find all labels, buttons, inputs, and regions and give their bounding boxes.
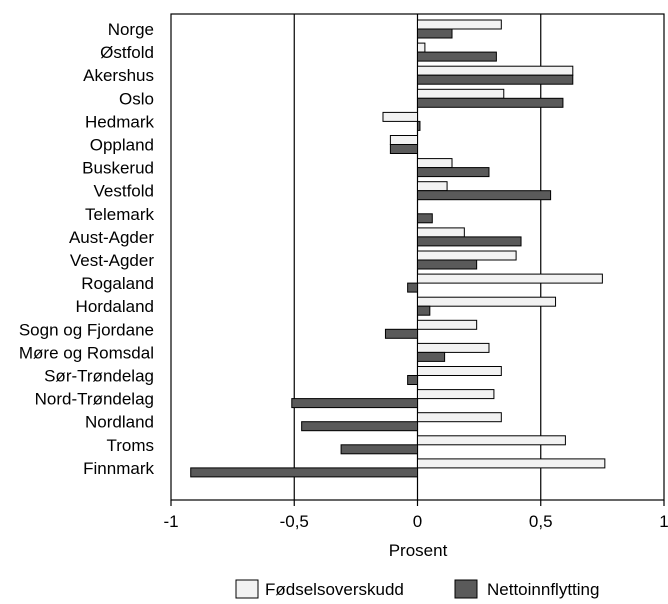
category-label-nord-trondelag: Nord-Trøndelag (35, 390, 154, 409)
bar-ostfold-nettoinnflytting (417, 51, 497, 62)
bar-finnmark-fodselsoverskudd (417, 458, 606, 469)
category-label-more-og-romsdal: Møre og Romsdal (19, 343, 154, 362)
bar-buskerud-nettoinnflytting (417, 167, 490, 178)
bar-vestfold-fodselsoverskudd (417, 181, 448, 192)
bar-sor-trondelag-nettoinnflytting (407, 375, 419, 385)
bar-sogn-og-fjordane-fodselsoverskudd (417, 319, 478, 330)
x-tick-label: 0 (413, 512, 422, 531)
x-axis-title: Prosent (389, 541, 448, 560)
bar-nord-trondelag-fodselsoverskudd (417, 389, 495, 400)
bar-vestfold-nettoinnflytting (417, 190, 552, 201)
bar-sogn-og-fjordane-nettoinnflytting (384, 328, 418, 339)
bar-vest-agder-fodselsoverskudd (417, 250, 517, 261)
bars (190, 19, 606, 478)
category-label-aust-agder: Aust-Agder (69, 228, 154, 247)
bar-telemark-nettoinnflytting (417, 213, 433, 224)
category-label-telemark: Telemark (85, 205, 154, 224)
bar-more-og-romsdal-fodselsoverskudd (417, 342, 490, 353)
bar-nordland-nettoinnflytting (301, 421, 418, 432)
x-tick-label: -0,5 (280, 512, 309, 531)
bar-nord-trondelag-nettoinnflytting (291, 398, 418, 409)
bar-troms-fodselsoverskudd (417, 435, 566, 446)
category-label-akershus: Akershus (83, 66, 154, 85)
category-label-sor-trondelag: Sør-Trøndelag (44, 367, 154, 386)
bar-norge-nettoinnflytting (417, 28, 453, 39)
legend-swatch-nettoinnflytting (454, 579, 478, 599)
legend-label-fodselsoverskudd: Fødselsoverskudd (265, 580, 404, 599)
category-label-norge: Norge (108, 20, 154, 39)
bar-akershus-nettoinnflytting (417, 74, 574, 85)
bar-oslo-fodselsoverskudd (417, 88, 505, 99)
category-label-ostfold: Østfold (100, 43, 154, 62)
category-label-rogaland: Rogaland (81, 274, 154, 293)
bar-oslo-nettoinnflytting (417, 97, 564, 108)
category-label-oppland: Oppland (90, 136, 154, 155)
bar-hedmark-fodselsoverskudd (382, 111, 418, 122)
bar-oppland-fodselsoverskudd (389, 135, 419, 145)
x-tick-label: 1 (659, 512, 668, 531)
category-label-buskerud: Buskerud (82, 159, 154, 178)
bar-nordland-fodselsoverskudd (417, 412, 502, 423)
bar-oppland-nettoinnflytting (389, 144, 419, 154)
category-label-sogn-og-fjordane: Sogn og Fjordane (19, 320, 154, 339)
x-tick-label: -1 (163, 512, 178, 531)
bar-buskerud-fodselsoverskudd (417, 158, 453, 169)
legend: Fødselsoverskudd Nettoinnflytting (235, 579, 599, 599)
bar-rogaland-nettoinnflytting (407, 282, 419, 293)
category-label-vestfold: Vestfold (94, 182, 155, 201)
x-tick-label: 0,5 (529, 512, 553, 531)
category-label-oslo: Oslo (119, 89, 154, 108)
bar-hordaland-fodselsoverskudd (417, 296, 557, 307)
bar-vest-agder-nettoinnflytting (417, 259, 478, 270)
legend-label-nettoinnflytting: Nettoinnflytting (487, 580, 599, 599)
category-labels: Norge Østfold Akershus Oslo Hedmark Oppland Bu… (19, 20, 155, 478)
bar-sor-trondelag-fodselsoverskudd (417, 366, 502, 376)
bar-hordaland-nettoinnflytting (417, 305, 431, 316)
category-label-hedmark: Hedmark (85, 112, 154, 131)
bar-ostfold-fodselsoverskudd (417, 42, 426, 53)
bar-akershus-fodselsoverskudd (417, 65, 574, 76)
bar-troms-nettoinnflytting (340, 444, 418, 455)
bar-hedmark-nettoinnflytting (417, 120, 421, 131)
category-label-nordland: Nordland (85, 413, 154, 432)
bar-rogaland-fodselsoverskudd (417, 273, 603, 284)
bar-aust-agder-fodselsoverskudd (417, 227, 465, 238)
bar-norge-fodselsoverskudd (417, 19, 502, 30)
category-label-troms: Troms (106, 436, 154, 455)
bar-finnmark-nettoinnflytting (190, 467, 418, 478)
category-label-vest-agder: Vest-Agder (70, 251, 154, 270)
bar-more-og-romsdal-nettoinnflytting (417, 351, 446, 362)
legend-swatch-fodselsoverskudd (235, 579, 259, 599)
category-label-finnmark: Finnmark (83, 459, 154, 478)
bar-aust-agder-nettoinnflytting (417, 236, 522, 247)
category-label-hordaland: Hordaland (76, 297, 154, 316)
x-tick-labels: -1 -0,5 0 0,5 1 (163, 500, 668, 531)
